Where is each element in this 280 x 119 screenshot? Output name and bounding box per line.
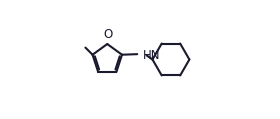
Text: HN: HN: [143, 49, 160, 62]
Text: O: O: [103, 28, 113, 41]
